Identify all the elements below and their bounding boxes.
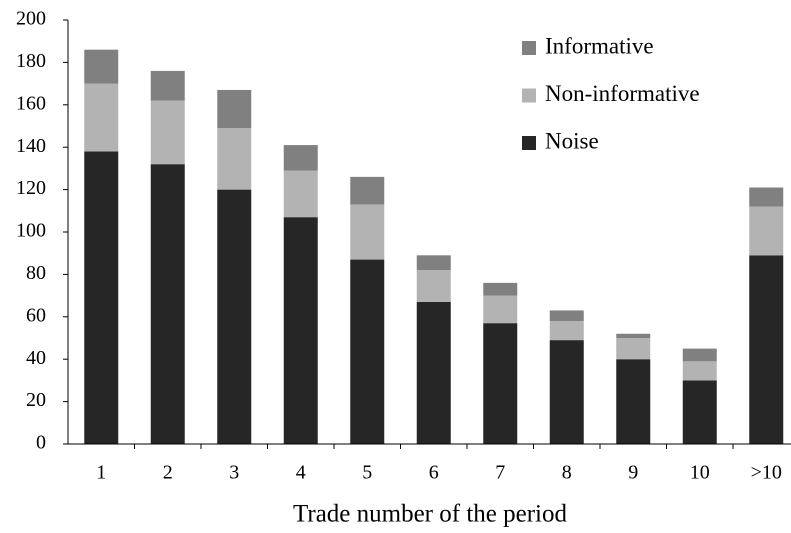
bar-segment <box>483 282 518 296</box>
bar-segment <box>483 295 518 324</box>
bar-segment <box>549 321 584 341</box>
x-tick-label: 3 <box>229 462 239 484</box>
x-axis-title: Trade number of the period <box>293 501 568 528</box>
bar-segment <box>350 204 385 260</box>
y-tick-label: 200 <box>16 8 46 30</box>
bar-segment <box>217 189 252 444</box>
bar-segment <box>283 145 318 171</box>
y-tick-label: 60 <box>26 304 46 326</box>
x-tick-label: 7 <box>495 462 505 484</box>
bar-segment <box>616 333 651 338</box>
x-tick-label: 8 <box>562 462 572 484</box>
y-tick-label: 80 <box>26 262 46 284</box>
legend-swatch <box>522 136 536 150</box>
y-tick-label: 20 <box>26 389 46 411</box>
bar-segment <box>84 83 119 152</box>
y-tick-label: 40 <box>26 347 46 369</box>
y-tick-label: 140 <box>16 135 46 157</box>
bar-segment <box>350 259 385 444</box>
bar-segment <box>283 217 318 444</box>
x-tick-label: 1 <box>96 462 106 484</box>
bar-segment <box>682 348 717 362</box>
legend-swatch <box>522 41 536 55</box>
bar-segment <box>749 255 784 444</box>
x-tick-label: 9 <box>628 462 638 484</box>
y-tick-label: 100 <box>16 220 46 242</box>
bar-segment <box>749 206 784 256</box>
legend-label: Informative <box>545 33 654 58</box>
y-tick-label: 0 <box>36 432 46 454</box>
bar-segment <box>549 340 584 444</box>
y-tick-label: 120 <box>16 177 46 199</box>
bar-segment <box>150 70 185 101</box>
bar-segment <box>150 100 185 165</box>
bar-segment <box>416 255 451 271</box>
x-tick-label: 6 <box>429 462 439 484</box>
bar-segment <box>416 301 451 444</box>
bar-segment <box>416 270 451 302</box>
bar-segment <box>682 361 717 381</box>
bar-segment <box>549 310 584 322</box>
bar-segment <box>483 323 518 444</box>
legend-label: Noise <box>545 128 599 153</box>
bar-segment <box>150 164 185 444</box>
x-tick-label: 2 <box>163 462 173 484</box>
y-tick-label: 180 <box>16 50 46 72</box>
legend-swatch <box>522 88 536 103</box>
bar-segment <box>217 89 252 129</box>
bar-segment <box>616 359 651 444</box>
bar-segment <box>84 151 119 444</box>
bar-segment <box>217 128 252 190</box>
y-tick-label: 160 <box>16 92 46 114</box>
x-tick-label: >10 <box>751 462 782 484</box>
bar-segment <box>749 187 784 207</box>
x-tick-label: 4 <box>296 462 306 484</box>
x-tick-label: 10 <box>690 462 710 484</box>
legend-label: Non-informative <box>545 81 700 106</box>
x-tick-label: 5 <box>362 462 372 484</box>
bar-segment <box>682 380 717 444</box>
bar-segment <box>84 49 119 84</box>
bar-segment <box>350 176 385 205</box>
bar-segment <box>283 170 318 218</box>
bar-segment <box>616 338 651 360</box>
